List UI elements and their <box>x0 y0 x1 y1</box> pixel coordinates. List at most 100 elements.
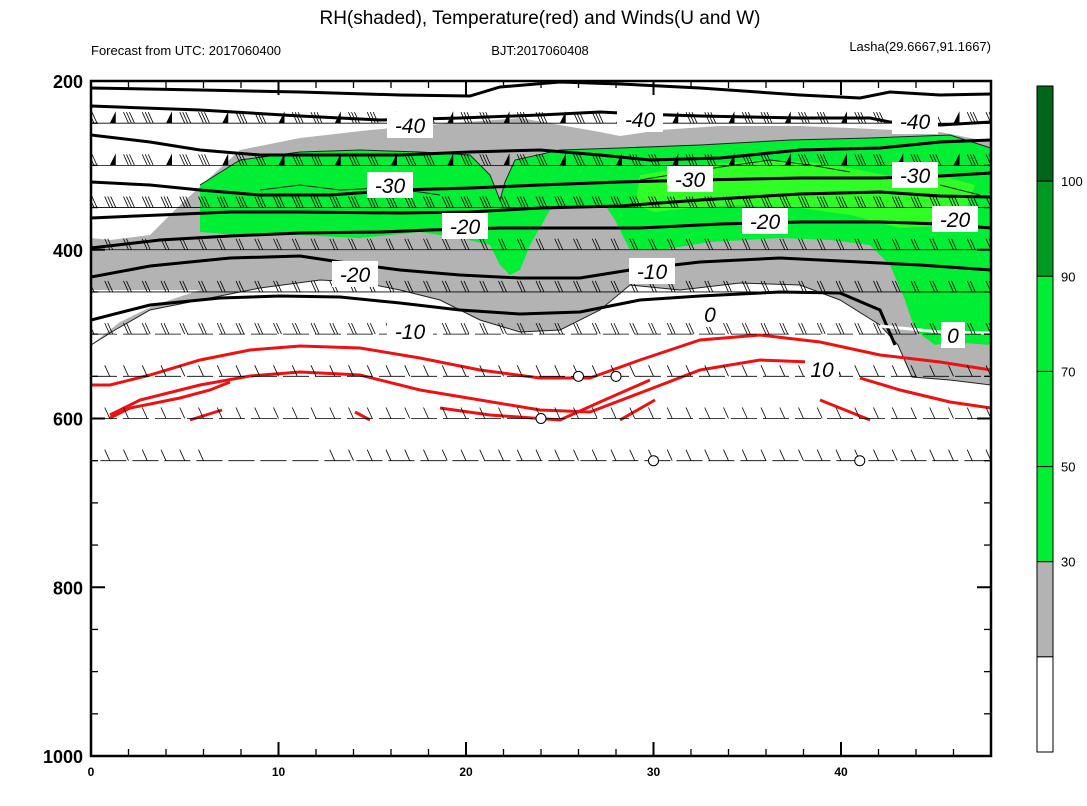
wind-barb-550-41-0 <box>854 365 861 377</box>
wind-barb-300-27-1 <box>594 154 601 166</box>
wind-barb-500-2-1 <box>126 322 132 335</box>
wind-barb-400-17-1 <box>407 238 414 250</box>
wind-barb-350-24-0 <box>535 196 542 208</box>
wind-barb-600-5-0 <box>179 407 186 419</box>
wind-barb-400-34-1 <box>726 238 732 250</box>
wind-barb-350-27-2 <box>597 196 604 208</box>
wind-barb-250-41-2 <box>860 112 867 124</box>
wind-barb-350-44-1 <box>913 196 920 208</box>
contour-label-bg-5 <box>892 162 938 188</box>
wind-barb-300-8-1 <box>238 154 245 166</box>
wind-barb-450-35-1 <box>744 280 751 293</box>
wind-barb-600-29-0 <box>629 407 636 419</box>
wind-barb-350-46-2 <box>954 196 960 208</box>
wind-barb-500-10-1 <box>276 322 282 335</box>
wind-barb-350-1-0 <box>104 196 111 208</box>
wind-barb-400-33-0 <box>704 238 711 250</box>
contour-label-bg-7 <box>742 208 788 234</box>
wind-barb-400-34-0 <box>723 238 729 250</box>
wind-barb-250-2-0 <box>123 112 129 124</box>
wind-barb-350-35-1 <box>744 196 751 208</box>
wind-barb-300-15-0 <box>366 154 373 166</box>
wind-barb-350-20-0 <box>460 196 467 208</box>
wind-barb-350-29-2 <box>635 196 642 208</box>
wind-barb-350-45-0 <box>929 196 936 208</box>
wind-barb-350-2-1 <box>126 196 132 208</box>
wind-barb-350-33-2 <box>710 196 717 208</box>
wind-barb-600-16-0 <box>385 407 392 419</box>
wind-barb-250-39-1 <box>819 112 826 124</box>
wind-barb-350-43-2 <box>897 196 904 208</box>
wind-barb-250-9-1 <box>257 112 264 124</box>
wind-barb-350-39-0 <box>816 196 823 208</box>
wind-barb-250-8-1 <box>238 112 245 124</box>
wind-barb-450-33-1 <box>707 280 714 293</box>
wind-barb-650-46-0 <box>948 449 954 461</box>
wind-barb-450-18-0 <box>423 280 429 293</box>
wind-barb-500-26-0 <box>573 322 579 335</box>
wind-barb-300-12-2 <box>316 154 323 166</box>
wind-barb-450-40-0 <box>835 280 842 293</box>
wind-barb-400-41-0 <box>854 238 861 250</box>
wind-barb-450-23-0 <box>516 280 523 293</box>
wind-barb-500-19-0 <box>441 322 448 335</box>
wind-barb-300-21-1 <box>482 154 489 166</box>
wind-barb-350-39-2 <box>822 196 829 208</box>
wind-barb-600-23-0 <box>516 407 523 419</box>
wind-barb-600-27-0 <box>591 407 598 419</box>
wind-barb-250-12-2 <box>316 112 323 124</box>
wind-barb-250-5-2 <box>185 112 192 124</box>
wind-barb-450-47-0 <box>966 280 973 293</box>
wind-barb-350-26-0 <box>573 196 579 208</box>
wind-barb-450-16-1 <box>388 280 395 293</box>
wind-barb-350-38-1 <box>801 196 807 208</box>
wind-barb-600-47-0 <box>966 407 973 419</box>
wind-barb-600-1-0 <box>104 407 111 419</box>
wind-barb-250-0-2 <box>91 112 98 124</box>
wind-barb-550-47-0 <box>966 365 973 377</box>
wind-barb-300-14-1 <box>351 154 357 166</box>
wind-barb-500-29-1 <box>632 322 639 335</box>
contour-label-bg-3 <box>367 172 413 198</box>
calm-markers <box>535 370 866 467</box>
wind-barb-300-26-2 <box>579 154 585 166</box>
wind-barb-300-0-2 <box>91 154 98 166</box>
black-contour-g <box>91 254 991 280</box>
calm-marker-3 <box>648 455 659 467</box>
wind-barb-400-30-1 <box>651 238 657 250</box>
wind-barb-400-16-0 <box>385 238 392 250</box>
wind-flag-250-22 <box>503 111 510 124</box>
wind-barb-400-43-0 <box>891 238 898 250</box>
wind-flag-300-16 <box>391 153 397 166</box>
wind-barb-500-21-0 <box>479 322 486 335</box>
wind-barb-300-3-0 <box>141 154 148 166</box>
wind-barb-350-3-0 <box>141 196 148 208</box>
wind-barb-400-30-0 <box>648 238 654 250</box>
wind-barb-450-21-1 <box>482 280 489 293</box>
wind-barb-550-4-0 <box>160 365 167 377</box>
wind-barb-400-1-1 <box>107 238 114 250</box>
wind-barb-650-6-0 <box>198 449 204 461</box>
wind-barb-500-6-0 <box>198 322 204 335</box>
wind-barb-400-6-1 <box>201 238 207 250</box>
wind-barb-550-3-0 <box>141 365 148 377</box>
wind-barb-250-6-0 <box>198 112 204 124</box>
wind-barb-650-1-0 <box>104 449 111 461</box>
wind-barb-400-3-0 <box>141 238 148 250</box>
wind-barb-550-11-0 <box>291 365 298 377</box>
wind-barb-400-23-0 <box>516 238 523 250</box>
wind-flag-250-31 <box>672 111 679 124</box>
wind-barb-500-32-1 <box>688 322 695 335</box>
wind-barb-450-42-0 <box>873 280 879 293</box>
wind-barb-350-30-1 <box>651 196 657 208</box>
wind-barb-500-43-1 <box>894 322 901 335</box>
wind-barb-450-22-0 <box>498 280 504 293</box>
wind-barb-300-29-1 <box>632 154 639 166</box>
wind-barb-250-27-2 <box>597 112 604 124</box>
contour-label-4: -30 <box>675 169 706 192</box>
wind-barb-400-35-1 <box>744 238 751 250</box>
wind-barb-350-24-2 <box>541 196 548 208</box>
wind-barb-300-41-1 <box>857 154 864 166</box>
wind-barb-450-11-1 <box>294 280 301 293</box>
wind-barb-550-43-0 <box>891 365 898 377</box>
